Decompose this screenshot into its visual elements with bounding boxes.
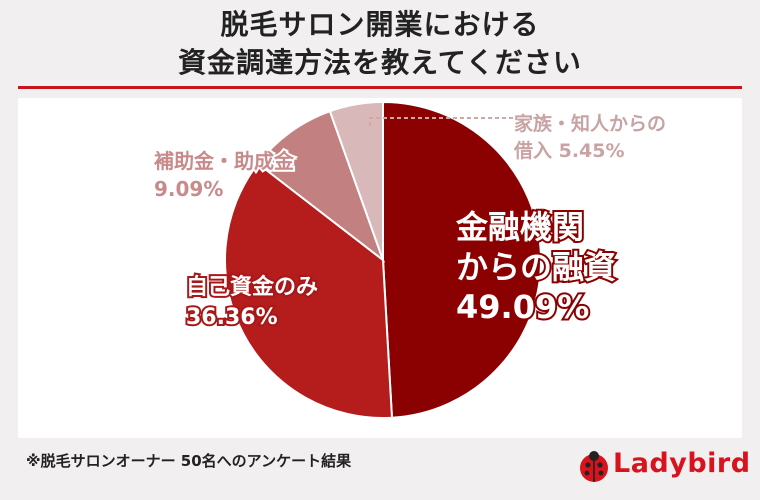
pie-slices [224,100,543,419]
slice-own-funds [224,162,394,419]
chart-panel: 金融機関 からの融資 49.09% 自己資金のみ 36.36% 補助金・助成金 9.09% 家… [18,98,742,438]
label-subsidy: 補助金・助成金 9.09% [151,147,297,203]
slice-value-text: 36.36% [186,305,278,330]
slice-value-text: 9.09% [154,177,223,201]
label-own-funds: 自己資金のみ 36.36% [184,272,320,332]
footnote: ※脱毛サロンオーナー 50名へのアンケート結果 [26,452,352,470]
chart-title-line1: 脱毛サロン開業における [220,8,540,41]
chart-title: 脱毛サロン開業における 資金調達方法を教えてください [0,6,760,82]
slice-label-text: からの融資 [456,248,616,286]
leader-line [369,117,514,126]
slice-family-loan [328,100,384,261]
chart-title-line2: 資金調達方法を教えてください [178,46,582,79]
slice-label-text: 家族・知人からの [514,112,666,135]
slice-label-text: 補助金・助成金 [153,149,295,173]
brand-name: Ladybird [613,448,751,479]
slice-label-text: 金融機関 [455,208,584,246]
ladybug-icon [580,451,608,482]
slice-bank-loan [382,100,543,419]
slice-value-text: 49.09% [456,288,589,326]
leader-lines [369,117,514,126]
slice-subsidy [256,109,386,263]
slice-label-text: 自己資金のみ [186,274,318,300]
brand-logo: Ladybird [575,446,750,490]
slice-label-text: 借入 5.45% [513,139,625,162]
title-underline [18,86,742,89]
